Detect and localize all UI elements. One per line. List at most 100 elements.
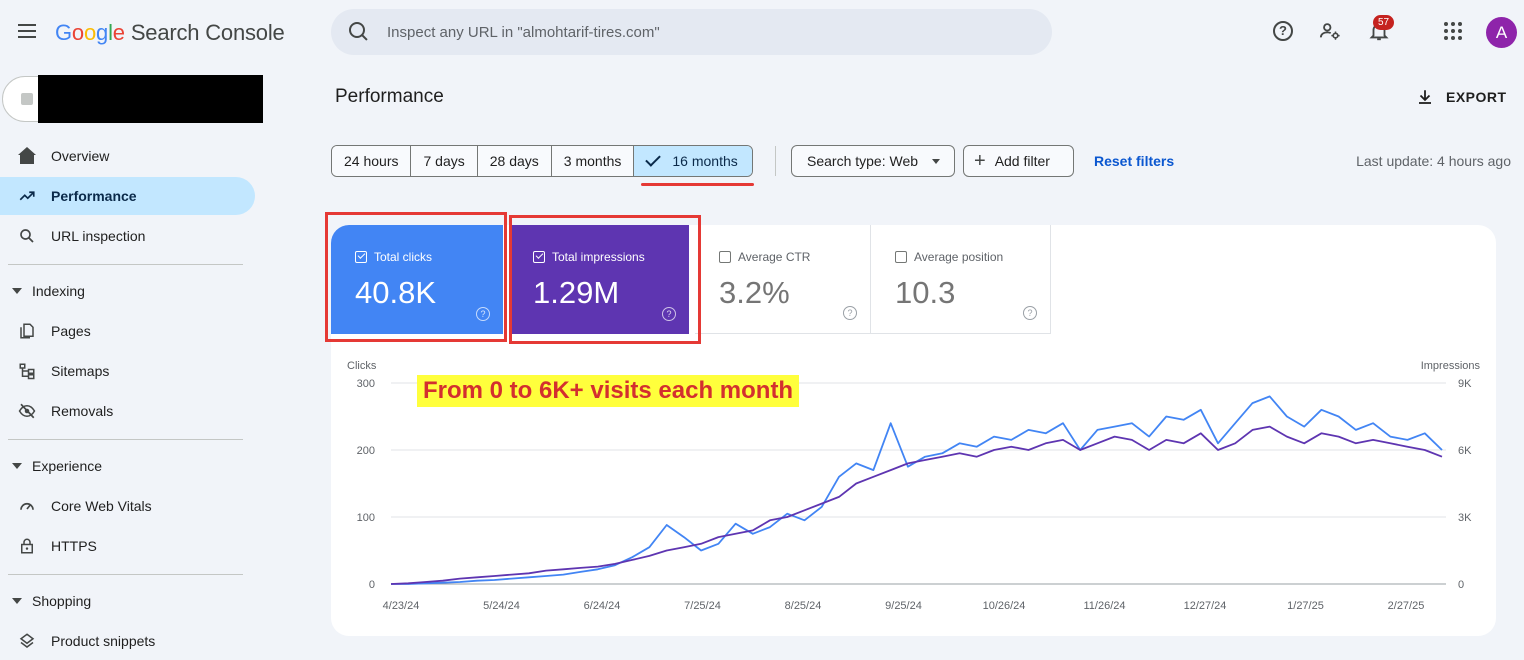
highlight-underline <box>641 183 754 186</box>
metric-total-impressions[interactable]: Total impressions 1.29M ? <box>509 225 689 334</box>
page-title: Performance <box>335 86 444 107</box>
sidebar-item-url-inspection[interactable]: URL inspection <box>0 217 255 255</box>
eye-off-icon <box>18 402 36 420</box>
y-left-tick-label: 300 <box>357 378 375 390</box>
divider <box>8 264 243 265</box>
logo-letter: o <box>83 20 97 45</box>
users-settings-icon[interactable] <box>1317 18 1343 44</box>
checkbox-unchecked <box>719 251 731 263</box>
metric-label: Average position <box>914 250 1004 264</box>
x-tick-label: 5/24/24 <box>483 600 520 612</box>
divider <box>8 439 243 440</box>
sidebar-item-removals[interactable]: Removals <box>0 392 255 430</box>
apps-grid-icon[interactable] <box>1440 18 1466 44</box>
export-label: EXPORT <box>1446 89 1507 105</box>
section-indexing[interactable]: Indexing <box>12 283 85 299</box>
metric-value: 10.3 <box>895 275 956 310</box>
series-line-clicks <box>391 395 1443 585</box>
sidebar-item-https[interactable]: HTTPS <box>0 527 255 565</box>
range-28-days[interactable]: 28 days <box>477 146 552 176</box>
y-left-tick-label: 100 <box>357 512 375 524</box>
sidebar-item-label: Performance <box>51 188 137 204</box>
search-type-label: Search type: Web <box>807 153 919 169</box>
y-left-tick-label: 0 <box>369 579 375 591</box>
product-name: Search Console <box>130 20 285 45</box>
x-tick-label: 1/27/25 <box>1287 600 1324 612</box>
range-7-days[interactable]: 7 days <box>411 146 478 176</box>
export-button[interactable]: EXPORT <box>1416 84 1507 110</box>
notification-badge: 57 <box>1373 15 1394 30</box>
sidebar-item-core-web-vitals[interactable]: Core Web Vitals <box>0 487 255 525</box>
x-tick-label: 10/26/24 <box>983 600 1026 612</box>
hamburger-menu-icon[interactable] <box>14 20 40 46</box>
range-label: 28 days <box>489 153 539 169</box>
help-icon[interactable]: ? <box>1023 306 1037 320</box>
y-right-tick-label: 9K <box>1458 378 1472 390</box>
plus-icon: + <box>974 150 986 172</box>
search-icon[interactable] <box>349 22 369 42</box>
sidebar-item-label: Core Web Vitals <box>51 498 152 514</box>
date-range-group: 24 hours 7 days 28 days 3 months 16 mont… <box>331 145 753 177</box>
add-filter-button[interactable]: + Add filter <box>963 145 1074 177</box>
diamond-icon <box>18 632 36 650</box>
sidebar-item-sitemaps[interactable]: Sitemaps <box>0 352 255 390</box>
search-bar <box>331 9 1052 55</box>
sidebar-item-product-snippets[interactable]: Product snippets <box>0 622 255 660</box>
help-icon[interactable]: ? <box>1270 18 1296 44</box>
sitemap-icon <box>18 362 36 380</box>
y-left-axis-label: Clicks <box>347 360 377 372</box>
logo-letter: e <box>112 20 125 45</box>
logo[interactable]: Google Search Console <box>55 20 285 46</box>
sidebar-item-performance[interactable]: Performance <box>0 177 255 215</box>
range-24-hours[interactable]: 24 hours <box>332 146 412 176</box>
checkbox-unchecked <box>895 251 907 263</box>
x-tick-label: 12/27/24 <box>1184 600 1227 612</box>
help-icon[interactable]: ? <box>843 306 857 320</box>
section-shopping[interactable]: Shopping <box>12 593 91 609</box>
metric-average-ctr[interactable]: Average CTR 3.2% ? <box>695 225 871 334</box>
checkbox-checked <box>355 251 367 263</box>
home-icon <box>18 147 36 165</box>
range-label: 24 hours <box>344 153 399 169</box>
range-label: 3 months <box>563 153 622 169</box>
divider <box>775 146 776 176</box>
trending-icon <box>18 187 36 205</box>
sidebar-item-label: Removals <box>51 403 114 419</box>
metric-total-clicks[interactable]: Total clicks 40.8K ? <box>331 225 503 334</box>
metric-label: Total impressions <box>552 250 645 264</box>
search-type-dropdown[interactable]: Search type: Web <box>791 145 955 177</box>
checkmark-icon <box>645 151 662 167</box>
reset-filters-link[interactable]: Reset filters <box>1094 153 1175 169</box>
avatar[interactable]: A <box>1486 17 1517 48</box>
section-title: Experience <box>32 458 103 474</box>
y-right-tick-label: 0 <box>1458 579 1464 591</box>
metric-average-position[interactable]: Average position 10.3 ? <box>871 225 1051 334</box>
caret-down-icon <box>12 598 22 604</box>
performance-card: Total clicks 40.8K ? Total impressions 1… <box>331 225 1496 636</box>
section-experience[interactable]: Experience <box>12 458 102 474</box>
help-icon[interactable]: ? <box>476 307 490 321</box>
checkbox-checked <box>533 251 545 263</box>
metric-label: Total clicks <box>374 250 433 264</box>
performance-chart: 0 0 100 3K 200 6K 300 9K Clicks Impressions 4/23/2… <box>347 360 1481 612</box>
sidebar-item-pages[interactable]: Pages <box>0 312 255 350</box>
y-right-tick-label: 6K <box>1458 445 1472 457</box>
download-icon <box>1419 90 1431 104</box>
metric-value: 1.29M <box>533 275 620 310</box>
sidebar-item-label: Pages <box>51 323 91 339</box>
range-16-months[interactable]: 16 months <box>634 146 752 176</box>
logo-letter: o <box>71 20 84 45</box>
x-tick-label: 9/25/24 <box>885 600 922 612</box>
sidebar-item-overview[interactable]: Overview <box>0 137 255 175</box>
sidebar-item-label: Overview <box>51 148 110 164</box>
gauge-icon <box>18 497 36 515</box>
sidebar-item-label: Sitemaps <box>51 363 110 379</box>
y-right-tick-label: 3K <box>1458 512 1472 524</box>
sidebar-item-label: HTTPS <box>51 538 97 554</box>
metric-value: 3.2% <box>719 275 790 310</box>
property-icon <box>21 93 33 105</box>
url-inspect-input[interactable] <box>387 9 1037 55</box>
help-icon[interactable]: ? <box>662 307 676 321</box>
range-3-months[interactable]: 3 months <box>551 146 635 176</box>
